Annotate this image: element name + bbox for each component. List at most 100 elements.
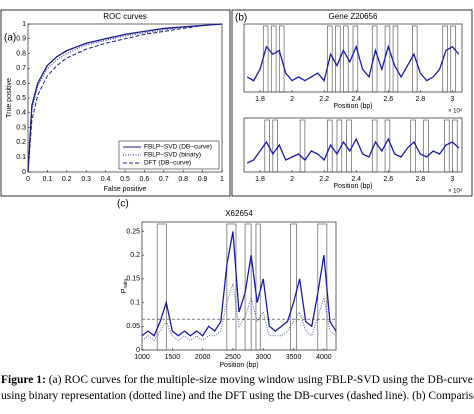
panel-frame [0, 9, 231, 197]
window-box [444, 119, 450, 173]
series-line [141, 231, 337, 337]
window-box [352, 25, 359, 93]
x-tick-label: 2.8 [415, 96, 425, 103]
x-tick-label: 2.8 [415, 176, 425, 183]
window-box [327, 119, 333, 173]
x-axis-label: Position (bp) [333, 103, 372, 110]
x-tick-label: 1 [220, 176, 224, 183]
y-tick-label: 0.1 [130, 299, 140, 306]
series-line [246, 44, 460, 83]
chart-title: X62654 [225, 209, 253, 218]
y-tick-label: 0.5 [16, 95, 26, 102]
panel-label: (c) [117, 199, 129, 210]
x-tick-label: 2.6 [383, 96, 393, 103]
panel-frame [231, 9, 473, 197]
caption-label: Figure 1: [1, 374, 46, 386]
y-tick-label: 0 [136, 347, 140, 354]
x-multiplier: × 10⁴ [448, 188, 463, 195]
y-axis-label-main: P [121, 288, 128, 293]
x-tick-label: 0.6 [140, 176, 150, 183]
window-box [299, 119, 306, 173]
window-box [423, 119, 429, 173]
window-box [412, 25, 418, 93]
caption-line: (a) ROC curves for the multiple-size mov… [45, 374, 474, 386]
window-box [371, 25, 378, 93]
x-tick-label: 2 [290, 176, 294, 183]
x-tick-label: 0.3 [81, 176, 91, 183]
window-box [371, 119, 378, 173]
y-tick-label: 0.9 [16, 36, 26, 43]
caption: Figure 1: (a) ROC curves for the multipl… [0, 372, 474, 388]
x-tick-label: 1.8 [255, 176, 265, 183]
chart-title: ROC curves [103, 12, 147, 21]
x-tick-label: 2000 [195, 354, 211, 361]
y-axis-label: Pratio [121, 279, 129, 294]
y-tick-label: 0.3 [16, 124, 26, 131]
x-tick-label: 0.1 [43, 176, 53, 183]
caption-line: using binary representation (dotted line… [1, 390, 474, 402]
y-tick-label: 0.05 [126, 323, 140, 330]
window-box [156, 223, 167, 351]
y-tick-label: 0.15 [126, 276, 140, 283]
window-box [244, 223, 252, 351]
x-tick-label: 2 [290, 96, 294, 103]
legend-label: FBLP–SVD (DB–curve) [144, 144, 212, 151]
x-multiplier: × 10⁴ [448, 108, 463, 115]
y-tick-label: 0 [22, 169, 26, 176]
x-tick-label: 3 [450, 176, 454, 183]
x-axis-label: Position (bp) [219, 362, 258, 369]
legend-label: DFT (DB–curve) [144, 160, 191, 167]
y-tick-label: 0.2 [130, 252, 140, 259]
window-box [226, 223, 237, 351]
legend-label: FBLP–SVD (binary) [144, 152, 201, 159]
chart-title: Gene Z20656 [329, 12, 378, 21]
window-box [264, 119, 270, 173]
x-tick-label: 1500 [165, 354, 181, 361]
x-tick-label: 2500 [225, 354, 241, 361]
x-tick-label: 2.2 [319, 96, 329, 103]
window-box [327, 25, 333, 93]
series-line [246, 137, 460, 164]
x-tick-label: 2.4 [351, 96, 361, 103]
x-tick-label: 0 [26, 176, 30, 183]
panel-label: (b) [235, 13, 247, 24]
y-tick-label: 0.25 [126, 228, 140, 235]
x-tick-label: 0.7 [159, 176, 169, 183]
x-tick-label: 4000 [316, 354, 332, 361]
x-tick-label: 3 [450, 96, 454, 103]
x-tick-label: 0.8 [178, 176, 188, 183]
x-tick-label: 1000 [134, 354, 150, 361]
x-tick-label: 3500 [286, 354, 302, 361]
y-tick-label: 0.1 [16, 154, 26, 161]
figure: (a) (b) (c) 0 0.1 0.2 0.3 0.4 0.5 0.6 0.7 0.8 0.9… [0, 9, 473, 369]
y-tick-label: 0.2 [16, 139, 26, 146]
y-axis-label: True positive [6, 78, 13, 118]
x-tick-label: 3000 [255, 354, 271, 361]
x-tick-label: 2.2 [319, 176, 329, 183]
y-tick-label: 0.8 [16, 50, 26, 57]
x-tick-label: 0.4 [101, 176, 111, 183]
caption: using binary representation (dotted line… [0, 388, 474, 404]
panel-label: (a) [4, 33, 16, 44]
y-tick-label: 1 [22, 21, 26, 28]
y-tick-label: 0.6 [16, 80, 26, 87]
series-line [27, 23, 223, 173]
window-box [278, 25, 285, 93]
window-box [255, 223, 261, 351]
x-tick-label: 2.6 [383, 176, 393, 183]
x-tick-label: 0.2 [62, 176, 72, 183]
x-tick-label: 2.4 [351, 176, 361, 183]
window-box [270, 25, 277, 93]
series-line [141, 283, 337, 342]
x-tick-label: 0.5 [120, 176, 130, 183]
x-tick-label: 1.8 [255, 96, 265, 103]
y-tick-label: 0.4 [16, 110, 26, 117]
window-box [450, 25, 456, 93]
plot-frame [141, 221, 337, 351]
y-axis-label-sub: ratio [123, 279, 129, 289]
x-tick-label: 0.9 [198, 176, 208, 183]
x-axis-label: False positive [104, 186, 147, 193]
series-line [27, 23, 223, 173]
y-tick-label: 0.7 [16, 65, 26, 72]
